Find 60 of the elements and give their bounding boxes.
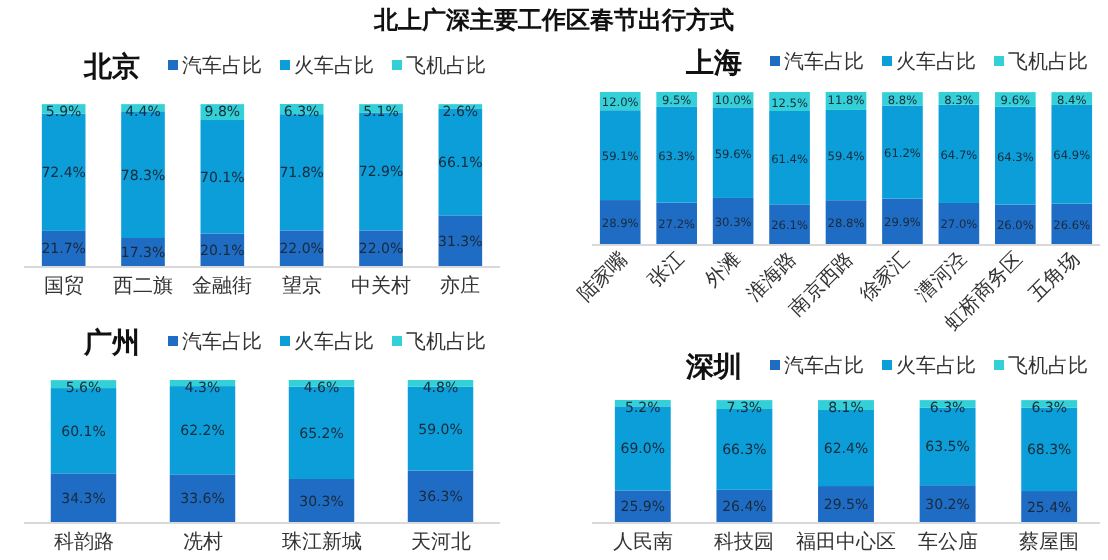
x-tick-label: 天河北 <box>410 530 471 554</box>
bar <box>288 479 355 522</box>
bar <box>599 200 641 244</box>
legend-label: 飞机占比 <box>406 330 486 354</box>
x-tick-label: 国贸 <box>43 274 84 298</box>
legend-label: 火车占比 <box>896 50 976 74</box>
x-tick-label: 徐家汇 <box>855 247 915 307</box>
bar <box>995 204 1036 244</box>
bar <box>200 120 245 234</box>
x-tick-label: 五角场 <box>1024 247 1085 307</box>
x-tick-label: 福田中心区 <box>796 530 896 554</box>
bar <box>1051 104 1093 204</box>
x-tick-label: 蔡屋围 <box>1019 530 1080 554</box>
legend-label: 火车占比 <box>896 354 976 378</box>
x-tick-label: 张江 <box>643 247 689 293</box>
text: 北上广深主要工作区春节出行方式 <box>372 6 734 34</box>
legend-label: 飞机占比 <box>1008 354 1088 378</box>
legend-label: 火车占比 <box>294 330 374 354</box>
legend-label: 汽车占比 <box>182 330 262 354</box>
legend-label: 飞机占比 <box>1008 50 1088 74</box>
x-tick-label: 车公庙 <box>917 530 978 554</box>
chart-title: 北京 <box>82 50 140 84</box>
x-tick-label: 冼村 <box>182 530 223 554</box>
legend-label: 汽车占比 <box>784 50 864 74</box>
bar <box>438 108 483 216</box>
x-tick-label: 科技园 <box>714 530 775 554</box>
bar <box>769 111 810 205</box>
x-tick-label: 外滩 <box>700 247 746 293</box>
x-tick-label: 金融街 <box>192 274 253 298</box>
chart-title: 广州 <box>82 326 140 360</box>
bar <box>818 409 874 487</box>
bar <box>712 107 754 198</box>
bar <box>407 470 474 522</box>
bar <box>50 473 117 522</box>
x-tick-label: 亦庄 <box>440 274 481 298</box>
x-tick-label: 人民南 <box>612 530 673 554</box>
bar <box>825 109 867 201</box>
x-tick-label: 科韵路 <box>53 530 114 554</box>
x-tick-label: 望京 <box>281 274 322 298</box>
bar <box>882 105 923 199</box>
x-tick-label: 陆家嘴 <box>573 247 633 307</box>
bar <box>656 202 697 244</box>
legend-label: 火车占比 <box>294 54 374 78</box>
x-tick-label: 珠江新城 <box>281 530 362 554</box>
bar <box>716 409 773 490</box>
bar <box>938 104 980 203</box>
legend-label: 飞机占比 <box>406 54 486 78</box>
legend-label: 汽车占比 <box>182 54 262 78</box>
bar <box>169 474 236 522</box>
x-tick-label: 中关村 <box>351 274 411 298</box>
bar <box>769 204 810 244</box>
chart-title: 上海 <box>684 48 742 80</box>
bar <box>279 114 324 231</box>
bar <box>656 106 697 203</box>
bar <box>599 110 641 201</box>
bar <box>41 113 86 231</box>
x-tick-label: 西二旗 <box>113 274 173 298</box>
chart-title: 深圳 <box>684 352 742 384</box>
bar <box>995 106 1036 205</box>
legend-label: 汽车占比 <box>784 354 864 378</box>
